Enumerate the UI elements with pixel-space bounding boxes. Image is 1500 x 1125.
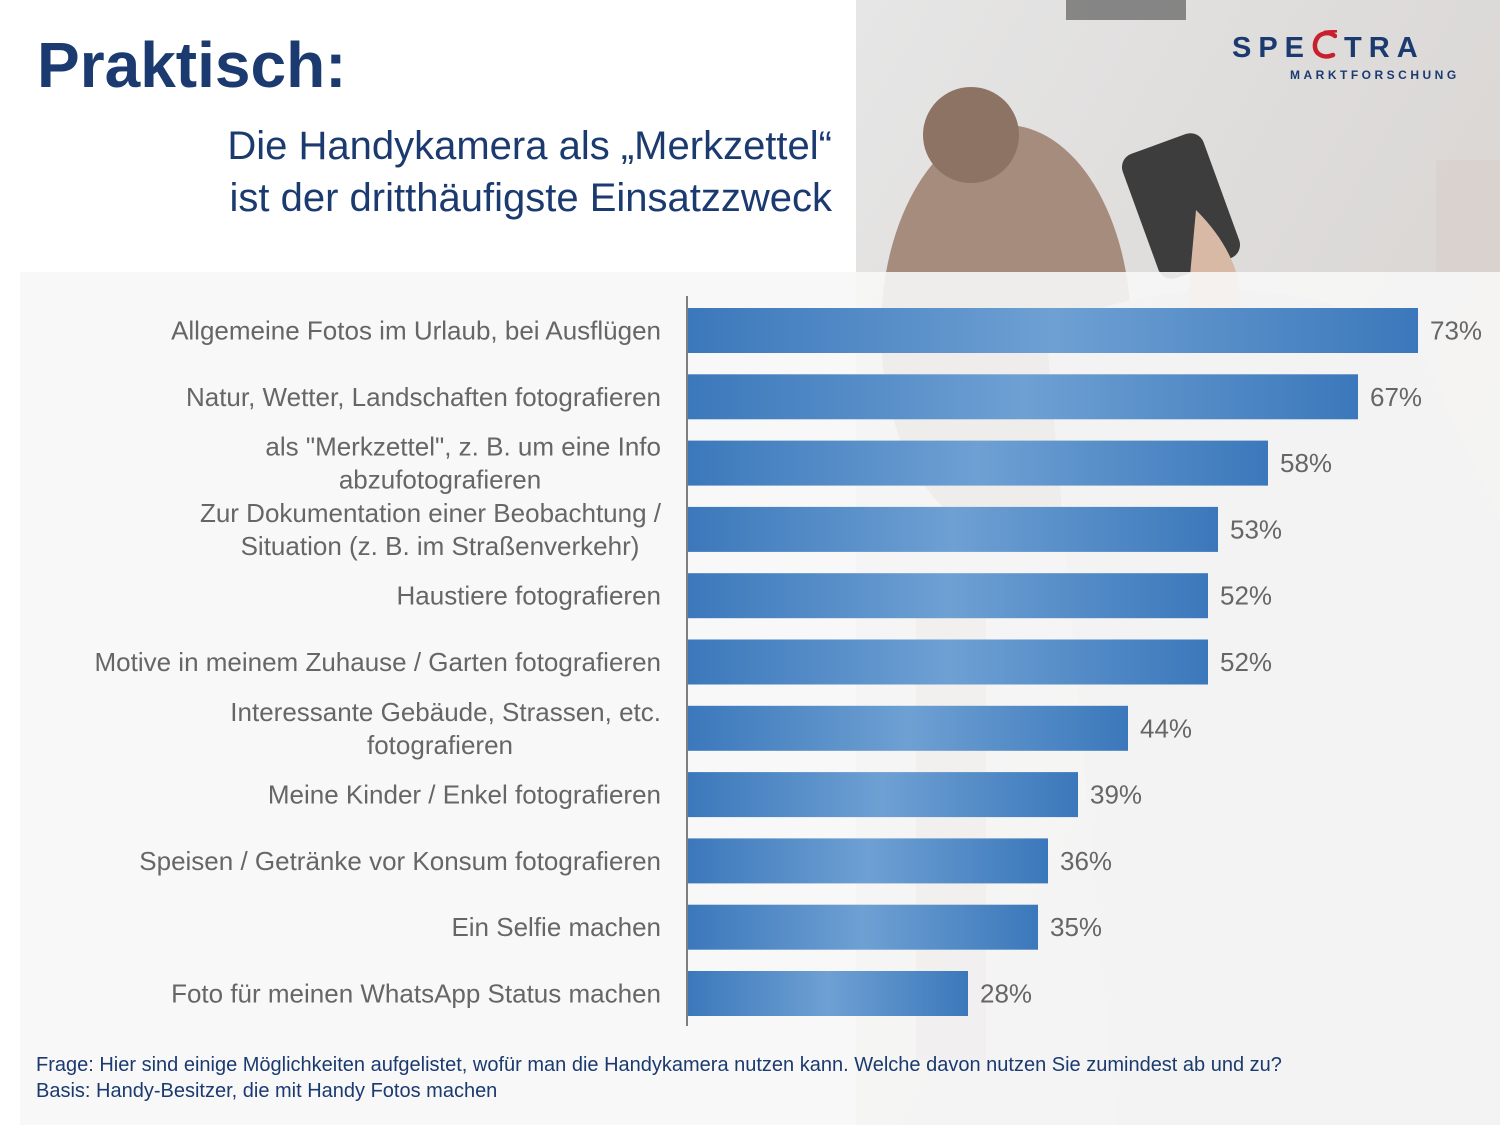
footnote-basis: Basis: Handy-Besitzer, die mit Handy Fot… bbox=[36, 1080, 498, 1102]
value-label-11: 28% bbox=[980, 979, 1032, 1009]
value-label-4: 53% bbox=[1230, 514, 1282, 544]
value-label-7: 44% bbox=[1140, 713, 1192, 743]
logo-subtitle: MARKTFORSCHUNG bbox=[1290, 68, 1460, 82]
category-label-6-line-1: Motive in meinem Zuhause / Garten fotogr… bbox=[94, 647, 661, 677]
category-label-4: Zur Dokumentation einer Beobachtung / Sit… bbox=[200, 498, 662, 561]
bar-3 bbox=[688, 440, 1268, 486]
value-label-2: 67% bbox=[1370, 382, 1422, 412]
category-label-8-line-1: Meine Kinder / Enkel fotografieren bbox=[268, 780, 661, 810]
category-label-3-line-1: als "Merkzettel", z. B. um eine Info bbox=[265, 432, 661, 462]
subtitle-line-1: Die Handykamera als „Merkzettel“ bbox=[227, 124, 832, 168]
category-label-10: Ein Selfie machen bbox=[451, 912, 661, 942]
category-label-4-line-2: Situation (z. B. im Straßenverkehr) bbox=[241, 531, 640, 561]
bar-11 bbox=[688, 971, 968, 1016]
category-label-8: Meine Kinder / Enkel fotografieren bbox=[268, 780, 661, 810]
category-label-9-line-1: Speisen / Getränke vor Konsum fotografie… bbox=[139, 846, 661, 876]
value-label-8: 39% bbox=[1090, 780, 1142, 810]
footnote-question: Frage: Hier sind einige Möglichkeiten au… bbox=[36, 1054, 1282, 1076]
bar-7 bbox=[688, 705, 1128, 751]
value-label-1: 73% bbox=[1430, 316, 1482, 346]
category-label-11: Foto für meinen WhatsApp Status machen bbox=[171, 979, 661, 1009]
category-label-4-line-1: Zur Dokumentation einer Beobachtung / bbox=[200, 498, 662, 528]
subtitle-line-2: ist der dritthäufigste Einsatzzweck bbox=[229, 176, 832, 220]
category-label-3-line-2: abzufotografieren bbox=[339, 465, 541, 495]
bar-6 bbox=[688, 639, 1208, 685]
spectra-logo: SPE TRA MARKTFORSCHUNG bbox=[1232, 29, 1484, 86]
category-label-2-line-1: Natur, Wetter, Landschaften fotografiere… bbox=[186, 382, 661, 412]
category-label-2: Natur, Wetter, Landschaften fotografiere… bbox=[186, 382, 661, 412]
bar-10 bbox=[688, 904, 1038, 950]
footnote: Frage: Hier sind einige Möglichkeiten au… bbox=[36, 1052, 1282, 1104]
category-label-5-line-1: Haustiere fotografieren bbox=[397, 581, 661, 611]
page-subtitle: Die Handykamera als „Merkzettel“ ist der… bbox=[227, 120, 832, 224]
page-title: Praktisch: bbox=[37, 29, 347, 101]
category-label-5: Haustiere fotografieren bbox=[397, 581, 661, 611]
category-label-7-line-2: fotografieren bbox=[367, 730, 513, 760]
category-label-1-line-1: Allgemeine Fotos im Urlaub, bei Ausflüge… bbox=[171, 316, 661, 346]
category-label-7-line-1: Interessante Gebäude, Strassen, etc. bbox=[230, 697, 661, 727]
bar-9 bbox=[688, 838, 1048, 884]
category-label-11-line-1: Foto für meinen WhatsApp Status machen bbox=[171, 979, 661, 1009]
bar-5 bbox=[688, 573, 1208, 619]
value-label-3: 58% bbox=[1280, 448, 1332, 478]
category-label-6: Motive in meinem Zuhause / Garten fotogr… bbox=[94, 647, 661, 677]
value-label-10: 35% bbox=[1050, 912, 1102, 942]
category-label-9: Speisen / Getränke vor Konsum fotografie… bbox=[139, 846, 661, 876]
category-label-10-line-1: Ein Selfie machen bbox=[451, 912, 661, 942]
logo-c-swoosh-icon bbox=[1311, 29, 1339, 60]
bar-8 bbox=[688, 772, 1078, 818]
bar-1 bbox=[688, 308, 1418, 353]
bar-4 bbox=[688, 506, 1218, 552]
category-label-3: als "Merkzettel", z. B. um eine Info abzu… bbox=[265, 432, 661, 495]
value-label-6: 52% bbox=[1220, 647, 1272, 677]
bar-2 bbox=[688, 374, 1358, 420]
category-label-7: Interessante Gebäude, Strassen, etc. foto… bbox=[230, 697, 661, 760]
logo-wordmark: SPE TRA bbox=[1232, 29, 1425, 64]
value-label-5: 52% bbox=[1220, 581, 1272, 611]
value-label-9: 36% bbox=[1060, 846, 1112, 876]
category-label-1: Allgemeine Fotos im Urlaub, bei Ausflüge… bbox=[171, 316, 661, 346]
